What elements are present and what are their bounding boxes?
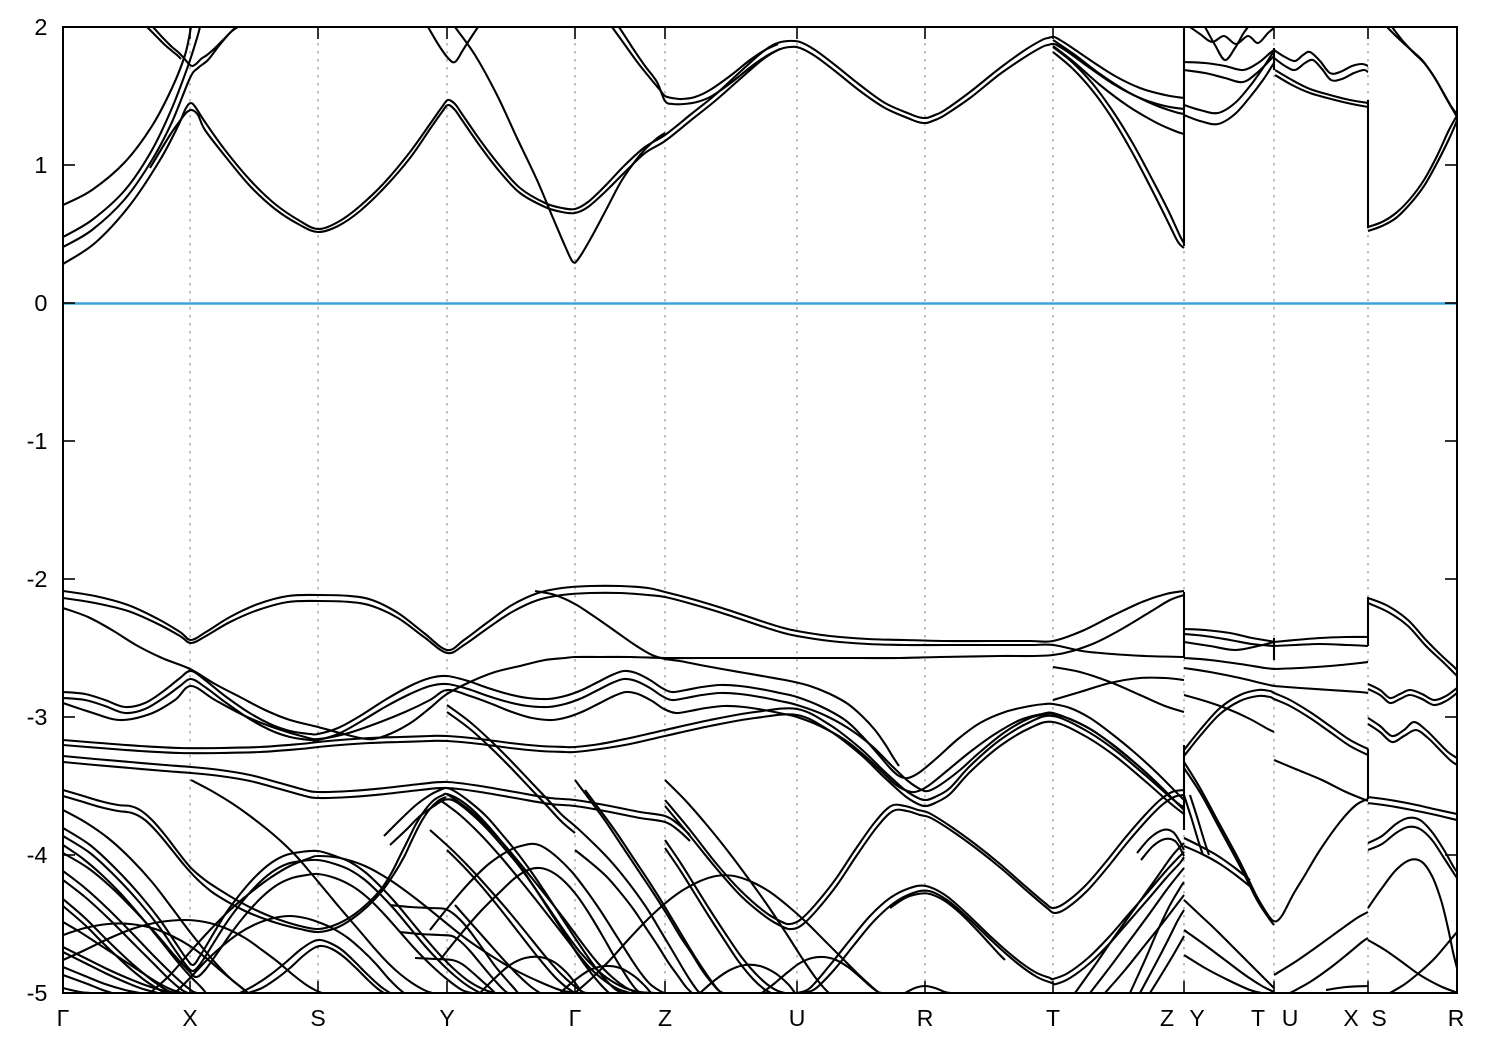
- svg-text:S: S: [1371, 1005, 1386, 1031]
- svg-text:Γ: Γ: [57, 1005, 70, 1031]
- svg-text:S: S: [310, 1005, 325, 1031]
- svg-text:Z: Z: [658, 1005, 672, 1031]
- svg-text:2: 2: [34, 14, 47, 40]
- svg-text:Γ: Γ: [569, 1005, 582, 1031]
- svg-text:-3: -3: [27, 704, 48, 730]
- svg-text:1: 1: [34, 152, 47, 178]
- svg-text:-1: -1: [27, 428, 48, 454]
- svg-text:Y: Y: [1189, 1005, 1204, 1031]
- svg-text:R: R: [917, 1005, 934, 1031]
- svg-text:Y: Y: [439, 1005, 454, 1031]
- svg-text:T: T: [1046, 1005, 1060, 1031]
- svg-text:-4: -4: [27, 842, 48, 868]
- svg-text:X: X: [1343, 1005, 1358, 1031]
- svg-text:U: U: [1282, 1005, 1299, 1031]
- svg-text:0: 0: [34, 290, 47, 316]
- svg-text:Z: Z: [1160, 1005, 1174, 1031]
- svg-text:R: R: [1448, 1005, 1465, 1031]
- svg-text:T: T: [1251, 1005, 1265, 1031]
- svg-text:-2: -2: [27, 566, 48, 592]
- svg-text:X: X: [182, 1005, 197, 1031]
- svg-text:-5: -5: [27, 980, 48, 1006]
- svg-text:U: U: [789, 1005, 806, 1031]
